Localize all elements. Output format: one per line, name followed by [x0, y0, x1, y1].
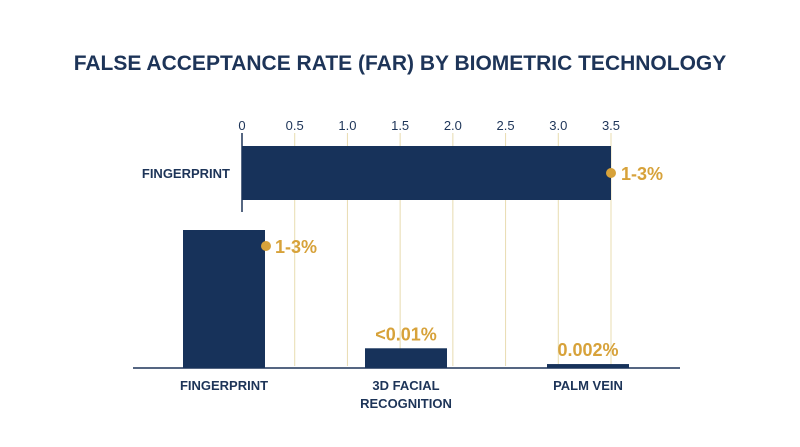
- v-bar-palm-vein: [547, 364, 629, 368]
- h-bar-fingerprint: [242, 146, 611, 200]
- v-category-label: PALM VEIN: [553, 378, 623, 393]
- x-tick-label: 3.5: [602, 118, 620, 133]
- horizontal-bar-chart: 0 0.5 1.0 1.5 2.0 2.5 3.0 3.5 FINGERPRINT 1-3%: [142, 118, 663, 212]
- x-tick-label: 2.5: [497, 118, 515, 133]
- h-data-marker: [606, 168, 616, 178]
- x-tick-label: 0.5: [286, 118, 304, 133]
- h-data-label: 1-3%: [621, 164, 663, 184]
- v-category-label: FINGERPRINT: [180, 378, 268, 393]
- x-tick-label: 0: [238, 118, 245, 133]
- h-category-label: FINGERPRINT: [142, 166, 230, 181]
- v-data-label: 1-3%: [275, 237, 317, 257]
- chart-title: FALSE ACCEPTANCE RATE (FAR) BY BIOMETRIC…: [74, 52, 727, 75]
- v-category-label: 3D FACIAL: [372, 378, 439, 393]
- v-bar-fingerprint: [183, 230, 265, 368]
- x-tick-label: 1.0: [338, 118, 356, 133]
- x-tick-label: 1.5: [391, 118, 409, 133]
- v-data-label: <0.01%: [375, 324, 437, 344]
- v-data-label: 0.002%: [557, 340, 618, 360]
- vertical-bar-chart: FINGERPRINT 1-3% 3D FACIAL RECOGNITION <0.01…: [133, 230, 680, 411]
- v-category-label: RECOGNITION: [360, 396, 452, 411]
- v-data-marker: [261, 241, 271, 251]
- v-bar-3d-facial-recognition: [365, 348, 447, 368]
- x-tick-label: 2.0: [444, 118, 462, 133]
- x-tick-label: 3.0: [549, 118, 567, 133]
